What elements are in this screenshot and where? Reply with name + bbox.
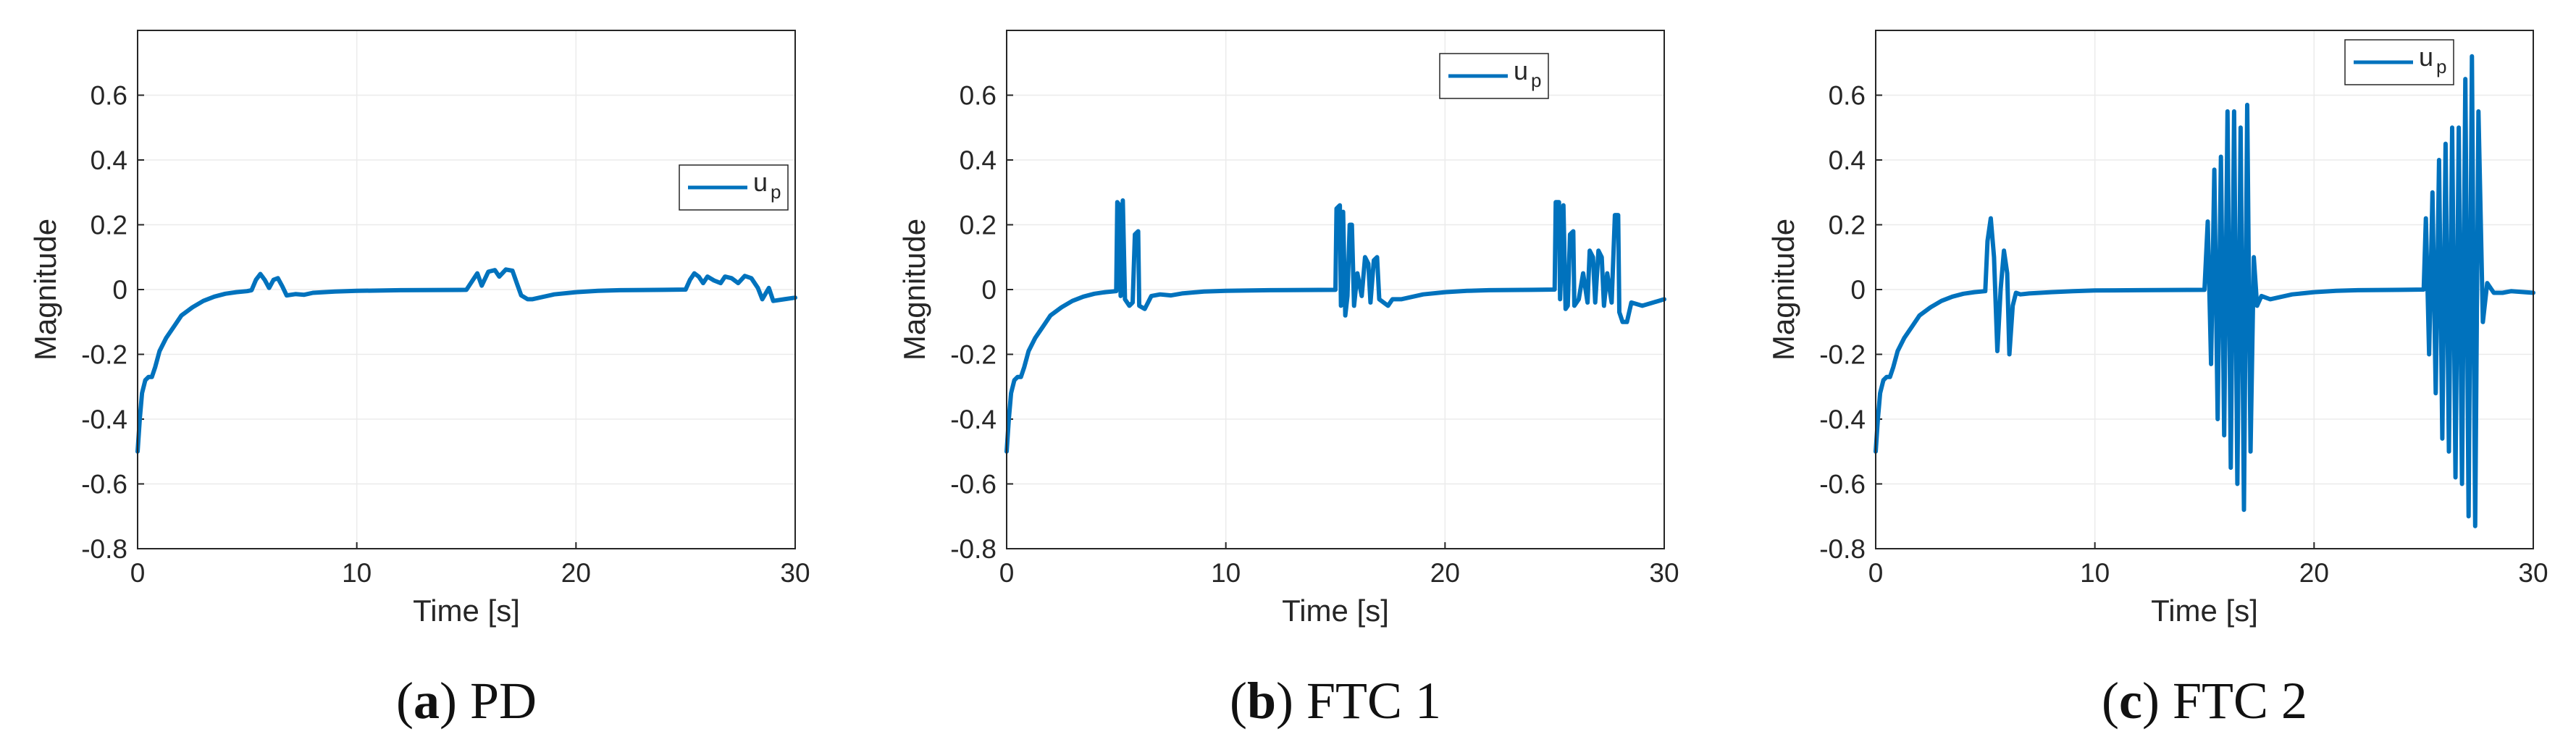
y-axis-label: Magnitude [28,219,62,360]
series-line-group [1004,198,1666,454]
y-axis-label: Magnitude [1766,219,1800,360]
x-tick-label: 0 [130,558,146,588]
y-tick-label: 0.6 [960,81,997,111]
series-line-group [1874,54,2535,528]
x-tick-label: 30 [2518,558,2548,588]
y-tick-label: 0.6 [91,81,127,111]
y-tick-label: -0.8 [81,534,127,564]
x-axis-label: Time [s] [2151,594,2258,628]
axes-box [1875,30,2534,549]
caption-b: (b) FTC 1 [1229,672,1442,730]
x-tick-label: 10 [1211,558,1241,588]
tick-labels: 0 10 20 30 -0.8 -0.6 -0.4 -0.2 0 0.2 0.4 0.6 [1819,81,2548,589]
y-tick-label: -0.2 [81,340,127,370]
y-tick-label: -0.4 [81,405,127,434]
x-tick-label: 0 [999,558,1015,588]
y-tick-label: 0 [1850,275,1866,305]
chart-ftc1: 0 10 20 30 -0.8 -0.6 -0.4 -0.2 0 0.2 0.4 0.6 Time [… [897,30,1679,628]
x-tick-label: 20 [561,558,591,588]
axes-box [1006,30,1665,549]
y-tick-label: -0.2 [1819,340,1866,370]
x-tick-label: 30 [780,558,810,588]
tick-labels: 0 10 20 30 -0.8 -0.6 -0.4 -0.2 0 0.2 0.4 0.6 [950,81,1679,589]
chart-pd: 0 10 20 30 -0.8 -0.6 -0.4 -0.2 0 0.2 0.4 0.6 Time [… [28,30,810,628]
y-axis-label: Magnitude [897,219,931,360]
series-line-group [135,267,797,454]
y-tick-label: -0.2 [950,340,997,370]
x-axis-label: Time [s] [413,594,520,628]
caption-c: (c) FTC 2 [2102,672,2307,730]
axes-box [137,30,796,549]
x-tick-label: 20 [1430,558,1460,588]
y-tick-label: 0.4 [91,145,127,175]
y-tick-label: 0.2 [91,211,127,240]
y-tick-label: -0.6 [81,470,127,499]
tick-labels: 0 10 20 30 -0.8 -0.6 -0.4 -0.2 0 0.2 0.4 0.6 [81,81,810,589]
series-line-u_p [135,267,797,454]
series-line-u_p [1874,54,2535,528]
y-tick-label: 0.2 [960,211,997,240]
x-tick-label: 30 [1649,558,1679,588]
y-tick-label: 0 [981,275,997,305]
x-tick-label: 0 [1868,558,1884,588]
y-tick-label: -0.4 [1819,405,1866,434]
y-tick-label: -0.4 [950,405,997,434]
series-line-u_p [1004,198,1666,454]
x-tick-label: 20 [2299,558,2329,588]
y-tick-label: 0.6 [1829,81,1866,111]
y-tick-label: 0.4 [960,145,997,175]
y-tick-label: -0.8 [950,534,997,564]
y-tick-label: -0.6 [950,470,997,499]
x-tick-label: 10 [342,558,372,588]
y-tick-label: -0.8 [1819,534,1866,564]
x-tick-label: 10 [2080,558,2110,588]
y-tick-label: -0.6 [1819,470,1866,499]
y-tick-label: 0 [112,275,127,305]
y-tick-label: 0.2 [1829,211,1866,240]
x-axis-label: Time [s] [1282,594,1389,628]
y-tick-label: 0.4 [1829,145,1866,175]
chart-ftc2: 0 10 20 30 -0.8 -0.6 -0.4 -0.2 0 0.2 0.4 0.6 Time [… [1766,30,2548,628]
caption-a: (a) PD [395,672,537,730]
